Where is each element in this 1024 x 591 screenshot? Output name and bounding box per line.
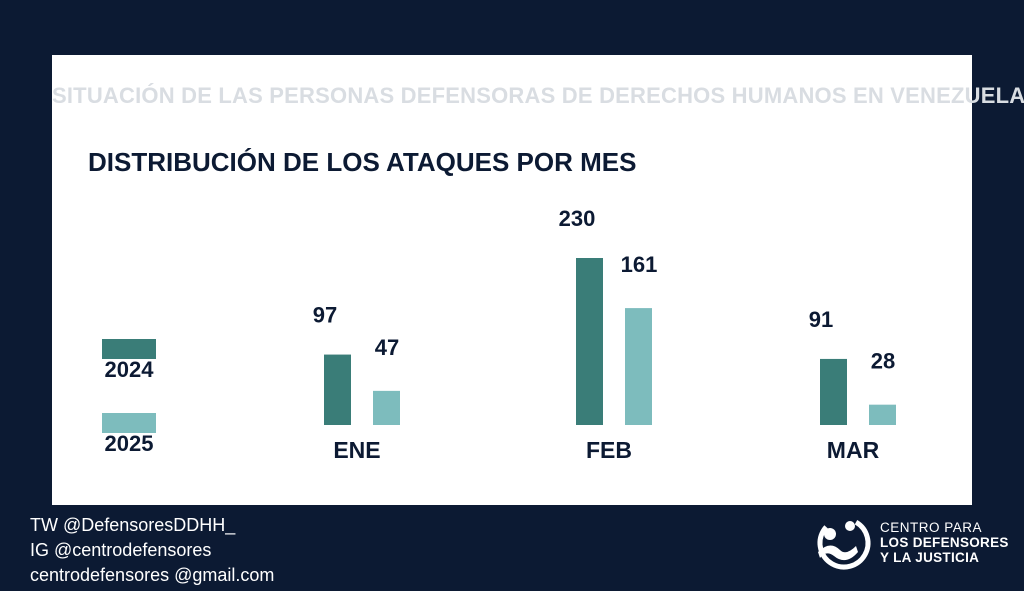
twitter-handle: TW @DefensoresDDHH_ <box>30 515 236 535</box>
bar-ene-2024 <box>324 354 351 425</box>
bar-feb-2024 <box>576 258 603 425</box>
bar-mar-2025 <box>869 404 896 425</box>
legend-swatch-2025 <box>102 413 156 433</box>
instagram-handle: IG @centrodefensores <box>30 540 212 560</box>
legend-label-2025: 2025 <box>105 431 154 456</box>
contact-info: TW @DefensoresDDHH_ IG @centrodefensores… <box>30 513 274 588</box>
report-supertitle: SITUACIÓN DE LAS PERSONAS DEFENSORAS DE … <box>52 83 1024 108</box>
data-label-ene-2025: 47 <box>375 335 399 360</box>
logo-line-3: Y LA JUSTICIA <box>880 550 980 565</box>
category-label-ene: ENE <box>333 437 380 463</box>
data-label-ene-2024: 97 <box>313 303 337 328</box>
category-label-feb: FEB <box>586 437 632 463</box>
data-label-mar-2025: 28 <box>871 349 895 374</box>
logo-wordmark: CENTRO PARA LOS DEFENSORES Y LA JUSTICIA <box>880 520 1009 565</box>
chart-panel: SITUACIÓN DE LAS PERSONAS DEFENSORAS DE … <box>52 55 1024 505</box>
legend-swatch-2024 <box>102 339 156 359</box>
bar-chart: 97 47 ENE 230 161 FEB 91 28 MAR 2024 2025 <box>102 206 896 463</box>
logo-line-2: LOS DEFENSORES <box>880 535 1009 550</box>
bar-feb-2025 <box>625 308 652 425</box>
logo-line-1: CENTRO PARA <box>880 520 983 535</box>
legend-label-2024: 2024 <box>105 357 155 382</box>
bar-ene-2025 <box>373 390 400 425</box>
organization-logo: CENTRO PARA LOS DEFENSORES Y LA JUSTICIA <box>810 512 1010 574</box>
category-label-mar: MAR <box>827 437 880 463</box>
bar-mar-2024 <box>820 358 847 425</box>
chart-title: DISTRIBUCIÓN DE LOS ATAQUES POR MES <box>88 147 637 177</box>
contact-email: centrodefensores @gmail.com <box>30 565 275 585</box>
data-label-feb-2024: 230 <box>559 206 596 231</box>
data-label-feb-2025: 161 <box>621 252 658 277</box>
logo-emblem-icon <box>817 516 871 570</box>
data-label-mar-2024: 91 <box>809 307 833 332</box>
